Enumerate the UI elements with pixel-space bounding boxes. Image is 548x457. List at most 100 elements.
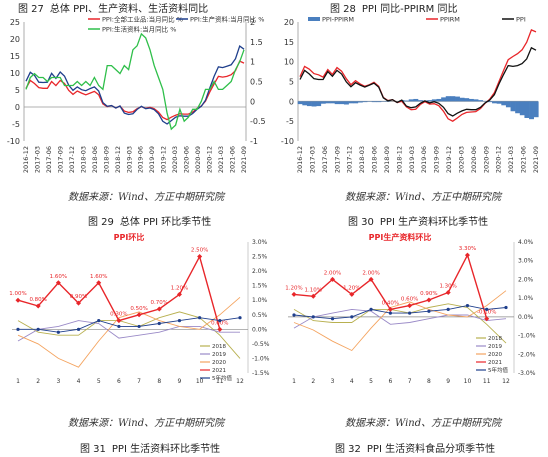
caption-text: PPI 生活资料食品分项季节性 [366,444,496,455]
y-tick-label: 1.0% [252,297,268,304]
x-tick-label: 2020-09 [482,146,490,173]
caption-fig32: 图 32 PPI 生活资料食品分项季节性 [335,440,501,455]
x-tick-label: 2017-03 [33,146,41,173]
source-note: 数据来源：Wind、方正中期研究院 [68,418,225,429]
x-tick-label: 2017-09 [56,146,64,173]
data-label: 1.20% [343,285,360,291]
x-tick-label: 2021-09 [240,146,248,173]
data-point [485,307,489,311]
x-tick-label: 2 [36,378,40,385]
y-tick-label: 5 [289,78,294,87]
caption-number: 图 27 [18,4,44,15]
x-tick-label: 9 [446,378,450,385]
source-note: 数据来源：Wind、方正中期研究院 [345,192,502,203]
x-tick-label: 2019-12 [160,146,168,173]
area-bar [418,100,423,102]
x-tick-label: 4 [77,378,81,385]
x-tick-label: 8 [427,378,431,385]
series-line-5年均值 [18,317,241,333]
caption-number: 图 32 [335,444,361,455]
y-tick-label: -10 [281,137,294,146]
area-bar [455,96,460,102]
data-point [218,319,222,323]
x-tick-label: 2017-12 [346,146,354,173]
data-point [36,327,40,331]
y-tick-label: 0.0% [252,326,268,333]
y-tick-label: 20 [10,35,20,44]
data-label: 0.80% [29,297,46,303]
x-tick-label: 3 [56,378,60,385]
legend-label: 2018 [488,336,502,342]
y-right-tick-label: 2 [250,18,255,27]
area-bar [492,101,497,104]
data-point [136,312,142,318]
data-point [387,306,393,312]
x-tick-label: 6 [388,378,392,385]
area-bar [436,98,442,102]
series-line-2 [25,32,245,131]
data-point [197,254,203,260]
caption-text: PPI 生产资料环比季节性 [379,217,489,228]
caption-text: 总体 PPI、生产资料、生活资料同比 [49,4,209,15]
data-label: 2.00% [324,270,341,276]
chart-title: PPI生产资料环比 [369,232,432,242]
area-bar [487,101,493,103]
data-point [330,276,336,282]
y-tick-label: 5 [15,86,20,95]
x-tick-label: 2020-03 [457,146,465,173]
area-bar [510,101,516,112]
area-bar [330,101,335,104]
x-tick-label: 7 [408,378,412,385]
x-tick-label: 2016-12 [296,146,304,173]
x-tick-label: 2021-06 [520,146,528,173]
y-tick-label: 2.0% [518,276,534,283]
area-bar [320,101,326,104]
data-point [56,330,60,334]
x-tick-label: 11 [216,378,224,385]
data-point [427,309,431,313]
y-right-tick-label: 0 [250,97,255,106]
x-tick-label: 2 [311,378,315,385]
caption-fig27: 图 27 总体 PPI、生产资料、生活资料同比 [18,0,214,15]
caption-number: 图 28 [330,4,356,15]
caption-number: 图 31 [80,444,106,455]
area-bar [408,99,414,102]
caption-text: 总体 PPI 环比季节性 [119,217,212,228]
data-label: 2.50% [191,248,208,254]
area-bar [450,96,456,102]
data-label: 1.20% [285,285,302,291]
x-tick-label: 2019-12 [445,146,453,173]
data-point [292,313,296,317]
area-bar [529,101,534,120]
x-tick-label: 9 [178,378,182,385]
data-point [76,327,81,331]
y-tick-label: 2.0% [252,268,268,275]
area-bar [533,101,539,118]
data-label: 3.30% [459,246,476,252]
area-bar [316,101,322,107]
data-label: 1.20% [171,285,188,291]
area-bar [306,101,312,107]
series-line-2018 [293,303,507,344]
data-point [407,303,413,309]
x-tick-label: 2018-09 [383,146,391,173]
x-tick-label: 2017-06 [45,146,53,173]
x-tick-label: 1 [16,378,20,385]
data-point [156,306,162,312]
legend-label: PPI [516,16,526,24]
data-point [291,291,297,297]
data-point [350,315,354,319]
area-bar [343,101,349,105]
area-bar [431,99,437,102]
data-point [35,303,41,309]
legend-label: 2021 [488,360,502,366]
x-tick-label: 6 [117,378,121,385]
data-label: 0.70% [151,300,168,306]
data-point [349,291,355,297]
legend-label: 2019 [212,352,226,358]
data-point [369,307,373,311]
y-tick-label: 3.0% [252,239,268,246]
y-tick-label: -10 [7,137,20,146]
data-point [368,276,374,282]
y-tick-label: 0 [15,103,20,112]
